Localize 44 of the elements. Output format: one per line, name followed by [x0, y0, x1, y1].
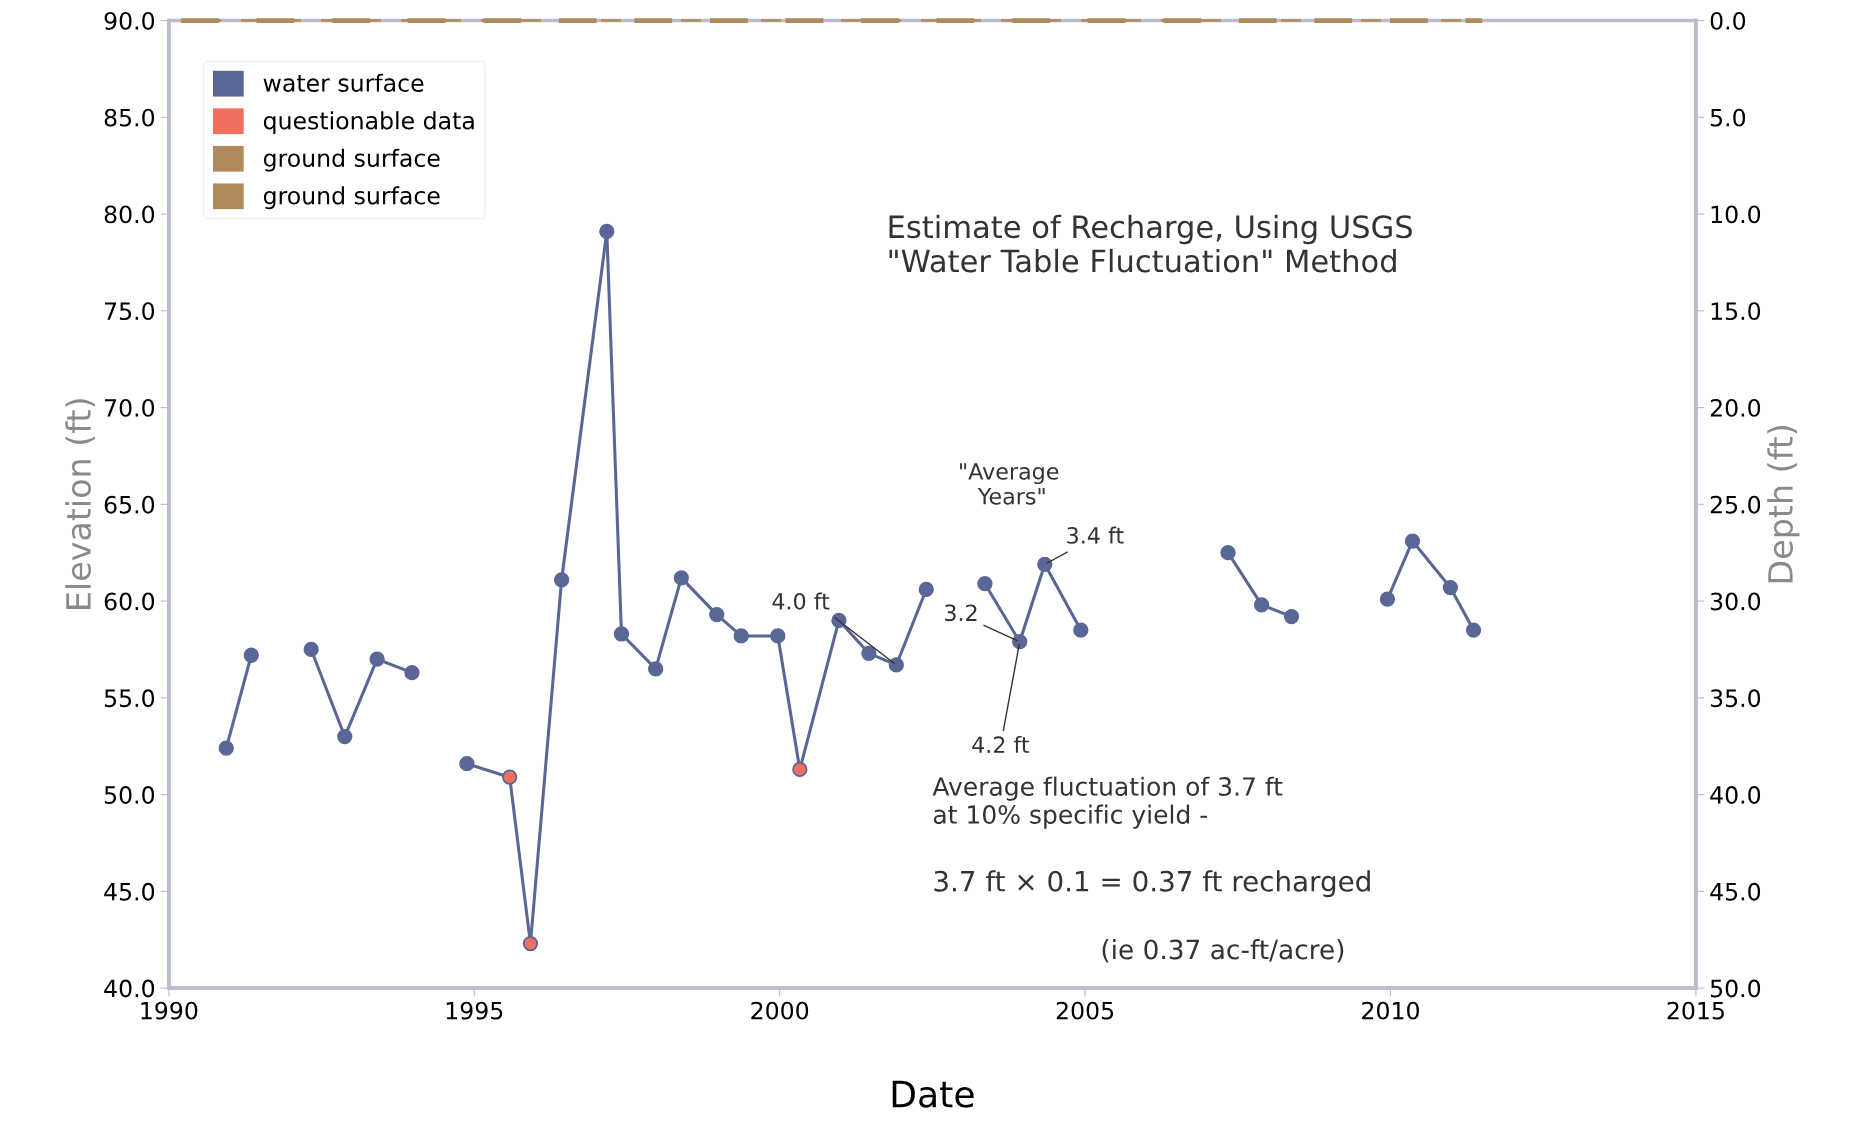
- x-tick-label: 2005: [1056, 1001, 1114, 1020]
- annotation: 4.0 ft: [772, 592, 830, 610]
- annotation: (ie 0.37 ac-ft/acre): [1102, 939, 1344, 963]
- y-tick-label: 55.0: [104, 689, 155, 708]
- y-tick-label: 50.0: [104, 786, 155, 804]
- annotation: 3.4 ft: [1067, 526, 1124, 544]
- x-tick-label: 1990: [141, 1001, 198, 1020]
- annotation: "Average Years": [960, 463, 1059, 505]
- y-tick-label: 40.0: [104, 979, 155, 998]
- legend-label: water surface: [263, 73, 424, 92]
- y2-tick-label: 30.0: [1710, 592, 1761, 611]
- y2-tick-label: 50.0: [1710, 979, 1761, 998]
- x-tick-label: 1995: [446, 1001, 503, 1020]
- annotation: 3.7 ft × 0.1 = 0.37 ft recharged: [934, 870, 1370, 898]
- y2-tick-label: 15.0: [1711, 302, 1761, 321]
- x-tick-label: 2015: [1667, 1001, 1724, 1020]
- y-tick-label: 70.0: [105, 399, 155, 417]
- y-tick-label: 85.0: [104, 108, 155, 127]
- y2-axis-title: Depth (ft): [1767, 426, 1800, 583]
- y2-tick-label: 20.0: [1710, 399, 1761, 417]
- y2-tick-label: 40.0: [1710, 786, 1761, 804]
- annotation: Average fluctuation of 3.7 ft at 10% specific yield -: [932, 776, 1283, 829]
- y-tick-label: 75.0: [105, 302, 155, 321]
- y-tick-label: 90.0: [104, 11, 155, 30]
- y-tick-label: 60.0: [104, 592, 155, 611]
- y2-tick-label: 45.0: [1710, 882, 1761, 901]
- x-axis-title: Date: [892, 1080, 974, 1108]
- annotation: 3.2: [945, 604, 977, 622]
- annotation: Estimate of Recharge, Using USGS "Water Table Fluctuation" Method: [889, 214, 1412, 273]
- legend-label: questionable data: [263, 111, 474, 135]
- annotation: 4.2 ft: [972, 735, 1030, 753]
- y-tick-label: 80.0: [104, 205, 155, 224]
- y-tick-label: 65.0: [104, 495, 155, 514]
- y2-tick-label: 5.0: [1710, 108, 1746, 127]
- y2-tick-label: 10.0: [1711, 205, 1761, 224]
- x-tick-label: 2000: [751, 1001, 809, 1020]
- y2-tick-label: 35.0: [1710, 689, 1761, 708]
- legend-label: ground surface: [263, 148, 440, 172]
- y2-tick-label: 25.0: [1710, 495, 1761, 514]
- x-tick-label: 2010: [1362, 1001, 1419, 1020]
- y-axis-title: Elevation (ft): [65, 399, 95, 609]
- legend-label: ground surface: [263, 186, 440, 210]
- y2-tick-label: 0.0: [1710, 11, 1746, 30]
- y-tick-label: 45.0: [104, 882, 155, 901]
